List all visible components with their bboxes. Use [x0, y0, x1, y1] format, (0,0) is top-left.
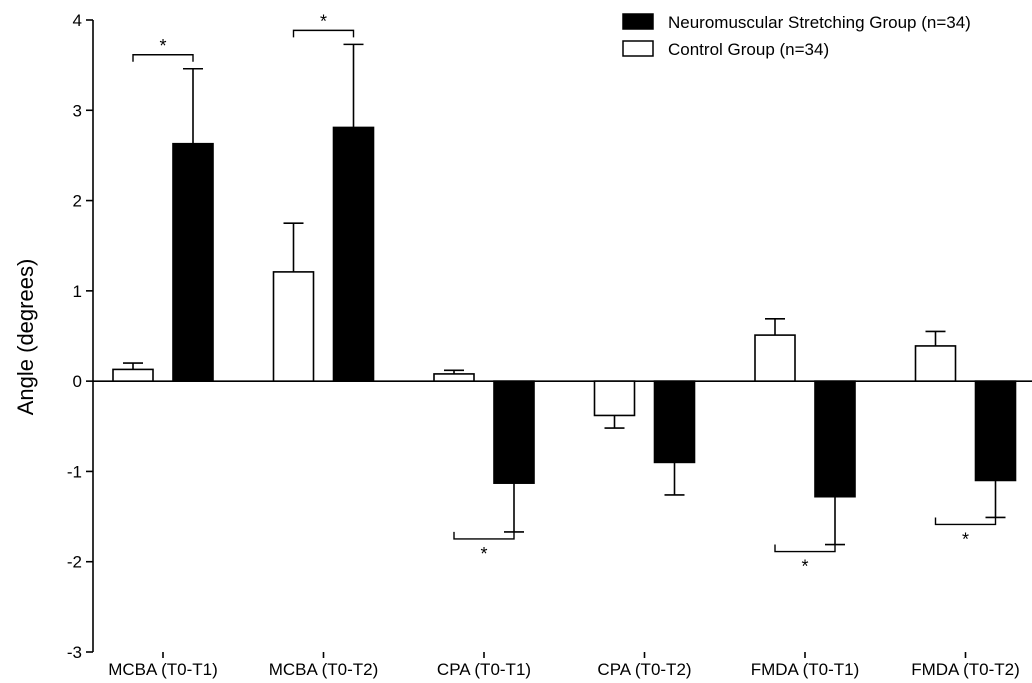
- significance-bracket: [292, 29, 355, 38]
- category-label: FMDA (T0-T2): [911, 660, 1020, 679]
- significance-star: *: [320, 11, 327, 31]
- significance-bracket: [934, 517, 997, 526]
- significance-star: *: [159, 36, 166, 56]
- bar-neuromuscular: [172, 142, 214, 382]
- category-label: FMDA (T0-T1): [751, 660, 860, 679]
- bar-neuromuscular: [814, 380, 856, 498]
- legend-label-control: Control Group (n=34): [668, 40, 829, 59]
- y-axis-title: Angle (degrees): [13, 259, 38, 416]
- category-label: CPA (T0-T1): [437, 660, 531, 679]
- x-axis: MCBA (T0-T1) MCBA (T0-T2) CPA (T0-T1) CPA (…: [93, 380, 1032, 679]
- legend: Neuromuscular Stretching Group (n=34) Co…: [622, 13, 971, 59]
- y-axis: -3 -2 -1 0 1 2 3 4: [67, 11, 94, 662]
- bar-control: [112, 368, 154, 382]
- category-label: MCBA (T0-T1): [108, 660, 218, 679]
- bar-control: [272, 271, 315, 382]
- bar-control: [914, 345, 957, 382]
- significance-star: *: [480, 544, 487, 564]
- significance-star: *: [962, 529, 969, 549]
- significance-bracket: [453, 531, 515, 540]
- significance-markers: * * * * *: [132, 11, 997, 577]
- y-tick-label: -3: [67, 643, 82, 662]
- y-tick-label: 4: [73, 11, 82, 30]
- significance-bracket: [774, 544, 836, 553]
- category-label: MCBA (T0-T2): [269, 660, 379, 679]
- bar-neuromuscular: [653, 380, 696, 464]
- category-label: CPA (T0-T2): [597, 660, 691, 679]
- y-tick-label: 3: [73, 101, 82, 120]
- bars: [112, 43, 1017, 546]
- legend-swatch-neuromuscular: [622, 13, 654, 30]
- bar-control: [754, 334, 796, 382]
- legend-swatch-control: [622, 40, 654, 57]
- bar-control: [593, 380, 636, 417]
- y-tick-label: 0: [73, 372, 82, 391]
- y-tick-label: -1: [67, 462, 82, 481]
- y-tick-label: 2: [73, 192, 82, 211]
- bar-neuromuscular: [493, 380, 535, 484]
- significance-bracket: [132, 54, 194, 62]
- bar-neuromuscular: [974, 380, 1017, 482]
- significance-star: *: [801, 557, 808, 577]
- y-tick-label: 1: [73, 282, 82, 301]
- y-tick-label: -2: [67, 553, 82, 572]
- bar-neuromuscular: [332, 126, 375, 382]
- bar-control: [433, 373, 475, 382]
- legend-label-neuromuscular: Neuromuscular Stretching Group (n=34): [668, 13, 971, 32]
